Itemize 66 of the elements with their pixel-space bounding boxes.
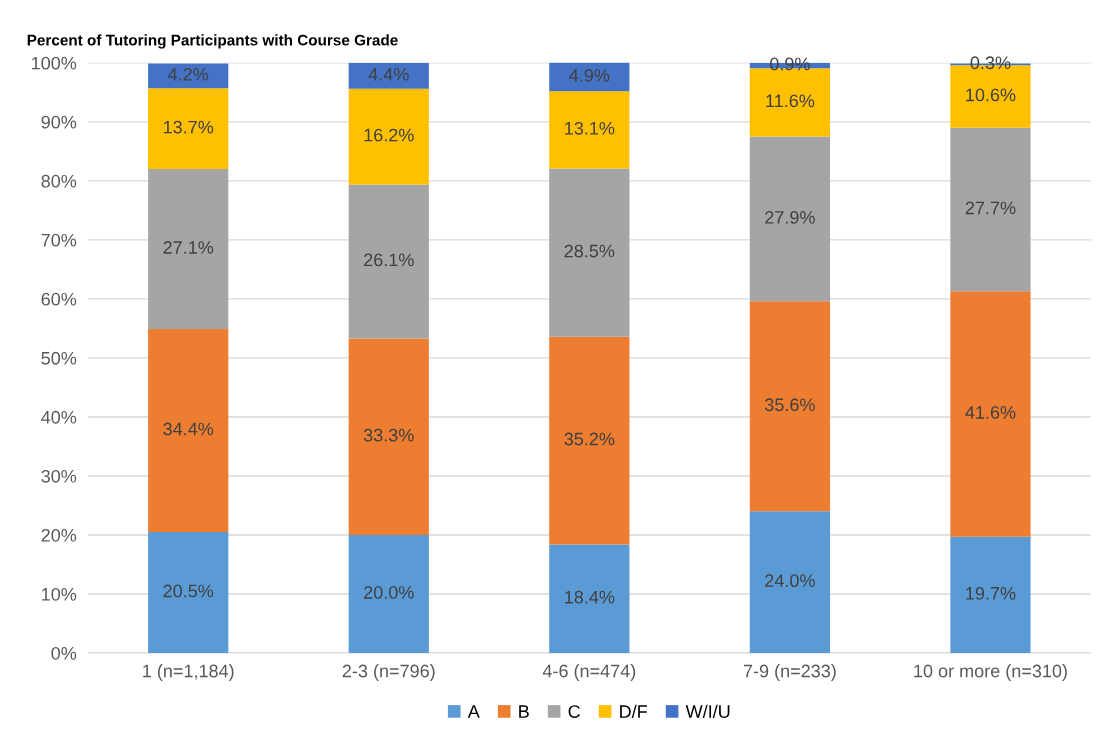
- data-label: 28.5%: [564, 244, 615, 258]
- data-label: 41.6%: [965, 406, 1016, 419]
- data-label: 19.7%: [966, 586, 1016, 600]
- y-tick-label: 0%: [51, 646, 77, 660]
- data-label: 26.1%: [364, 253, 414, 267]
- data-label: 10.6%: [966, 88, 1016, 102]
- data-label: 20.0%: [364, 586, 414, 599]
- x-tick-label: 10 or more (n=310): [914, 664, 1067, 681]
- chart-title: Percent of Tutoring Participants with Course Grade: [27, 34, 398, 49]
- bar: [549, 336, 630, 545]
- data-label: 33.3%: [363, 428, 414, 442]
- bar: [148, 329, 229, 533]
- data-label: 35.6%: [764, 398, 815, 412]
- data-label: 34.4%: [163, 422, 214, 436]
- bar: [148, 63, 229, 89]
- data-label: 18.4%: [565, 590, 615, 604]
- data-label: 13.1%: [565, 121, 615, 135]
- data-label: 16.2%: [364, 128, 414, 142]
- bar: [549, 91, 630, 169]
- legend-label: D/F: [620, 704, 647, 718]
- bar: [549, 62, 630, 92]
- x-tick-label: 2-3 (n=796): [342, 664, 435, 681]
- bar: [950, 291, 1031, 537]
- bar: [950, 127, 1031, 292]
- x-tick-label: 1 (n=1,184): [143, 664, 234, 681]
- bar: [950, 536, 1031, 653]
- bar: [348, 62, 429, 89]
- bar: [348, 534, 429, 653]
- y-tick-label: 40%: [41, 410, 77, 424]
- data-label: 35.2%: [564, 432, 615, 446]
- bar: [148, 88, 229, 170]
- data-label: 11.6%: [766, 94, 815, 108]
- bar: [549, 168, 630, 337]
- y-tick-label: 80%: [41, 174, 77, 188]
- data-label: 27.1%: [163, 241, 214, 254]
- x-tick-label: 7-9 (n=233): [743, 664, 836, 681]
- y-tick-label: 20%: [41, 528, 77, 542]
- bar: [549, 544, 630, 653]
- bar: [749, 136, 831, 302]
- legend-label: B: [519, 705, 529, 718]
- bar: [348, 88, 429, 185]
- bar: [148, 532, 229, 653]
- y-tick-label: 50%: [41, 351, 77, 365]
- data-label: 4.4%: [368, 67, 409, 81]
- y-tick-label: 90%: [41, 115, 77, 129]
- legend-label: A: [467, 705, 480, 718]
- y-tick-label: 100%: [32, 56, 77, 70]
- data-label: 4.2%: [168, 67, 209, 81]
- y-tick-label: 10%: [42, 587, 77, 601]
- bar: [348, 184, 429, 339]
- x-tick-label: 4-6 (n=474): [542, 664, 636, 681]
- data-label: 27.7%: [965, 201, 1016, 215]
- y-tick-label: 30%: [41, 469, 77, 483]
- bar: [148, 169, 229, 329]
- bar: [348, 338, 429, 535]
- data-label: 20.5%: [163, 584, 214, 598]
- bar: [749, 301, 831, 512]
- data-label: 24.0%: [765, 574, 815, 588]
- y-tick-label: 60%: [41, 292, 77, 306]
- bar: [749, 511, 831, 653]
- data-label: 4.9%: [569, 69, 610, 82]
- legend-label: C: [568, 705, 581, 718]
- data-label: 27.9%: [765, 210, 815, 224]
- y-tick-label: 70%: [41, 233, 77, 247]
- data-label: 13.7%: [163, 120, 214, 134]
- legend-label: W/I/U: [685, 704, 730, 718]
